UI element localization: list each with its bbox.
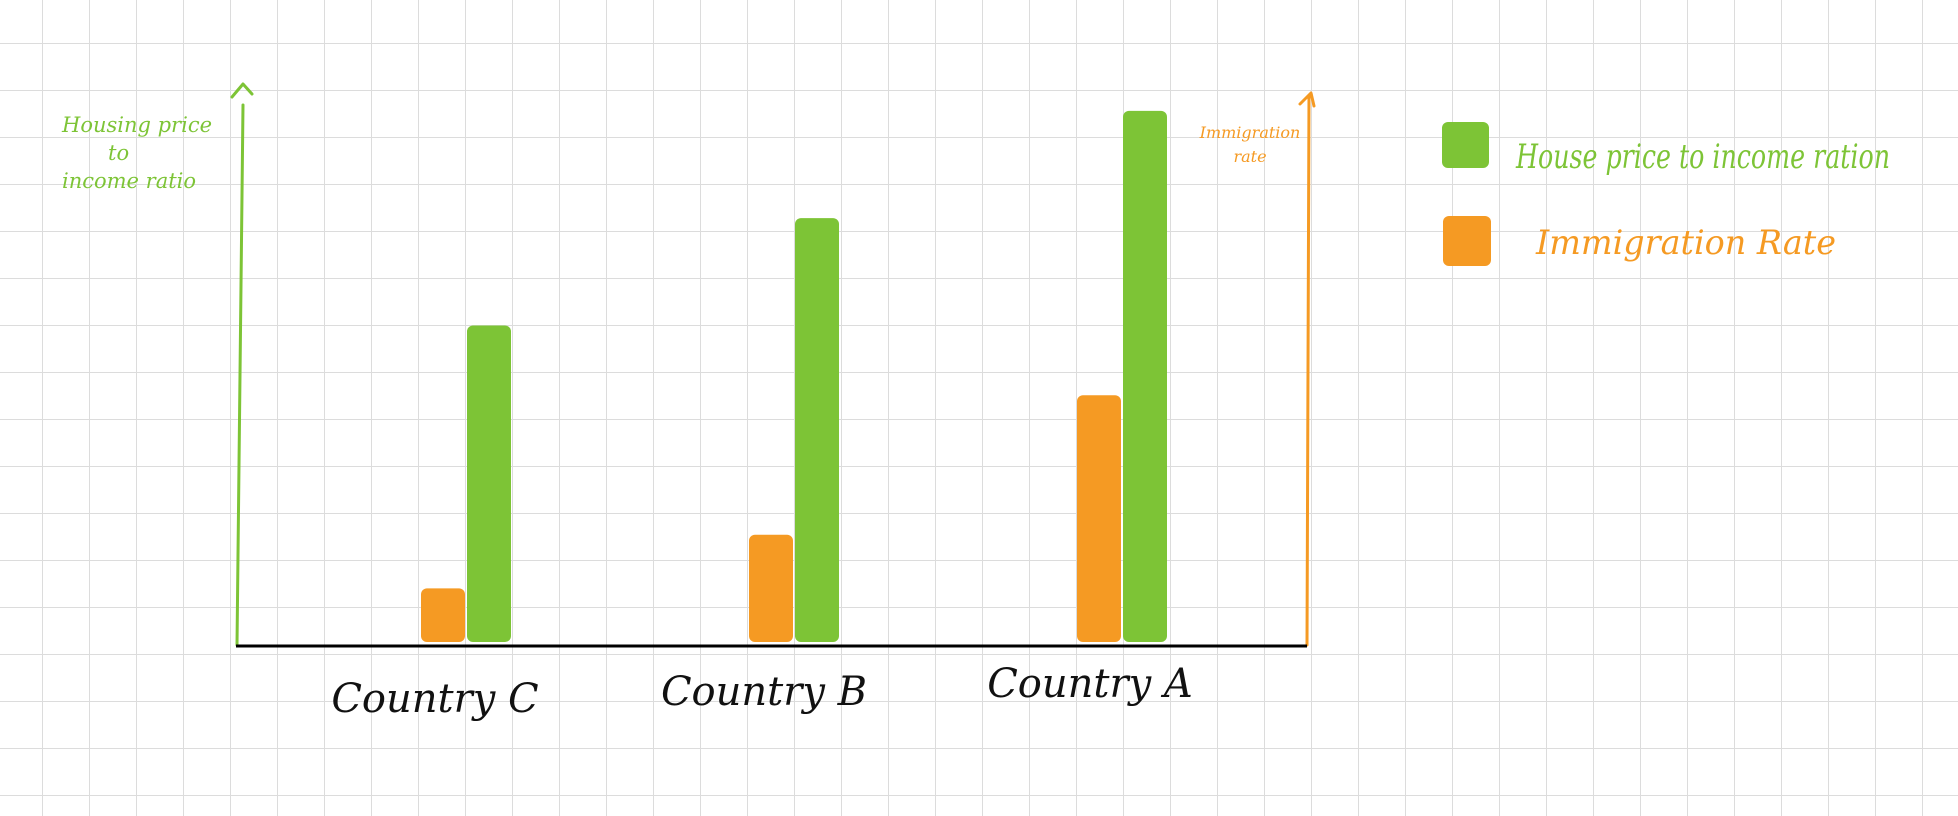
left-axis [230,82,254,647]
right-axis-label: Immigration rate [1199,123,1301,166]
category-label-country-a: Country A [987,661,1193,707]
category-label-country-b: Country B [661,669,867,715]
legend: House price to income ration Immigration… [1442,122,1890,266]
legend-swatch-house-price [1442,122,1489,168]
legend-swatch-immigration [1443,216,1491,266]
category-label-country-c: Country C [331,676,538,722]
bars [421,110,1167,642]
bar-immigration-rate-country-b [749,534,793,642]
bar-house-price-to-income-ration-country-b [795,218,839,642]
legend-label-house-price: House price to income ration [1515,137,1890,177]
legend-label-immigration: Immigration Rate [1535,223,1836,263]
bar-immigration-rate-country-a [1077,395,1121,642]
left-axis-label: Housing price to income ratio [61,113,212,193]
bar-house-price-to-income-ration-country-c [467,325,511,642]
right-axis [1298,91,1316,647]
bar-immigration-rate-country-c [421,588,465,642]
bar-house-price-to-income-ration-country-a [1123,110,1167,642]
category-labels: Country C Country B Country A [331,661,1192,722]
